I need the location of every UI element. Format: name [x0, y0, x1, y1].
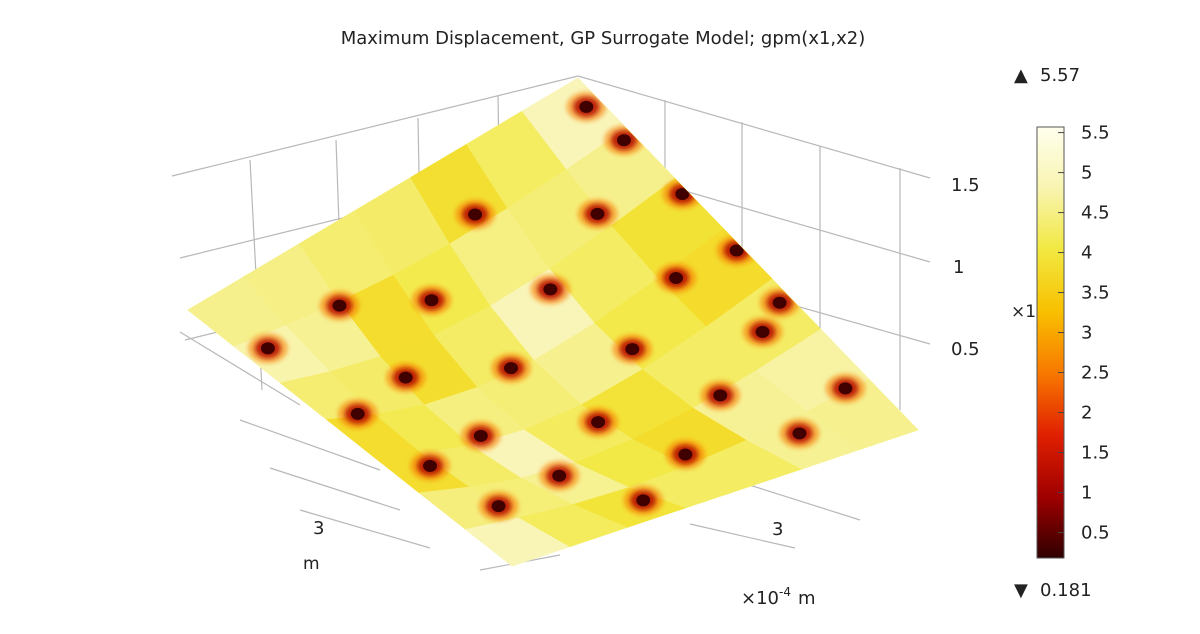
surface-minimum-spot: [656, 262, 697, 293]
surface-minimum-spot: [410, 450, 451, 481]
color-max-marker: ▲: [1014, 65, 1028, 86]
surface-minimum-spot: [319, 290, 360, 321]
grid-line: [739, 481, 861, 521]
color-min-marker: ▼: [1014, 580, 1028, 601]
surface-minimum-spot: [779, 418, 820, 449]
x-unit-label: m: [303, 554, 320, 574]
colorbar-tick-label: 5.5: [1081, 123, 1110, 144]
colorbar-tick-label: 1: [1081, 482, 1092, 503]
colorbar: [1036, 126, 1065, 559]
surface-minimum-spot: [742, 316, 783, 347]
surface-minimum-spot: [623, 485, 664, 516]
colorbar-tick-label: 2: [1081, 403, 1092, 424]
surface-minimum-spot: [612, 334, 653, 365]
surface-minimum-spot: [539, 460, 580, 491]
grid-line: [179, 331, 301, 406]
color-min-label: 0.181: [1040, 580, 1092, 601]
surface-minimum-spot: [530, 274, 571, 305]
z-tick-label-1: 1: [953, 257, 964, 278]
x-tick-label-3: 3: [313, 518, 324, 539]
surface-minimum-spot: [603, 125, 644, 156]
grid-line: [689, 523, 796, 549]
grid-line: [239, 419, 381, 471]
colorbar-tick-label: 1.5: [1081, 443, 1110, 464]
surface-minimum-spot: [491, 353, 532, 384]
grid-line: [171, 75, 579, 177]
surface-minimum-spot: [460, 420, 501, 451]
z-tick-label-1.5: 1.5: [951, 175, 980, 196]
colorbar-tick-label: 4: [1081, 243, 1092, 264]
surface-minimum-spot: [759, 287, 800, 318]
surface-minimum-spot: [665, 439, 706, 470]
colorbar-tick-label: 4.5: [1081, 203, 1110, 224]
surface-minimum-spot: [716, 235, 757, 266]
surface-minimum-spot: [825, 373, 866, 404]
y-tick-label-3: 3: [772, 519, 783, 540]
colorbar-tick-label: 2.5: [1081, 363, 1110, 384]
grid-line: [269, 467, 401, 511]
surface-minimum-spot: [566, 91, 607, 122]
surface-minima-spots: [247, 91, 866, 522]
grid-line: [299, 509, 431, 549]
surface-minimum-spot: [478, 491, 519, 522]
surface-minimum-spot: [247, 333, 288, 364]
surface-minimum-spot: [578, 407, 619, 438]
colorbar-ticks: 0.5 1 1.5 2 2.5 3 3.5 4 4.5 5 5.5: [1058, 123, 1110, 543]
colorbar-tick-label: 5: [1081, 163, 1092, 184]
grid-line: [577, 75, 931, 179]
colorbar-tick-label: 0.5: [1081, 522, 1110, 543]
surface-minimum-spot: [385, 362, 426, 393]
surface-mesh: [187, 77, 919, 567]
z-tick-label-0.5: 0.5: [951, 339, 980, 360]
color-max-label: 5.57: [1040, 65, 1080, 86]
colorbar-tick-label: 3.5: [1081, 283, 1110, 304]
colorbar-tick-label: 3: [1081, 323, 1092, 344]
surface-minimum-spot: [455, 199, 496, 230]
chart-title: Maximum Displacement, GP Surrogate Model…: [341, 28, 866, 49]
y-multiplier-label: ×10-4 m: [741, 585, 816, 609]
surface-minimum-spot: [577, 198, 618, 229]
surface-minimum-spot: [700, 380, 741, 411]
surface-minimum-spot: [411, 285, 452, 316]
surface-minimum-spot: [337, 398, 378, 429]
